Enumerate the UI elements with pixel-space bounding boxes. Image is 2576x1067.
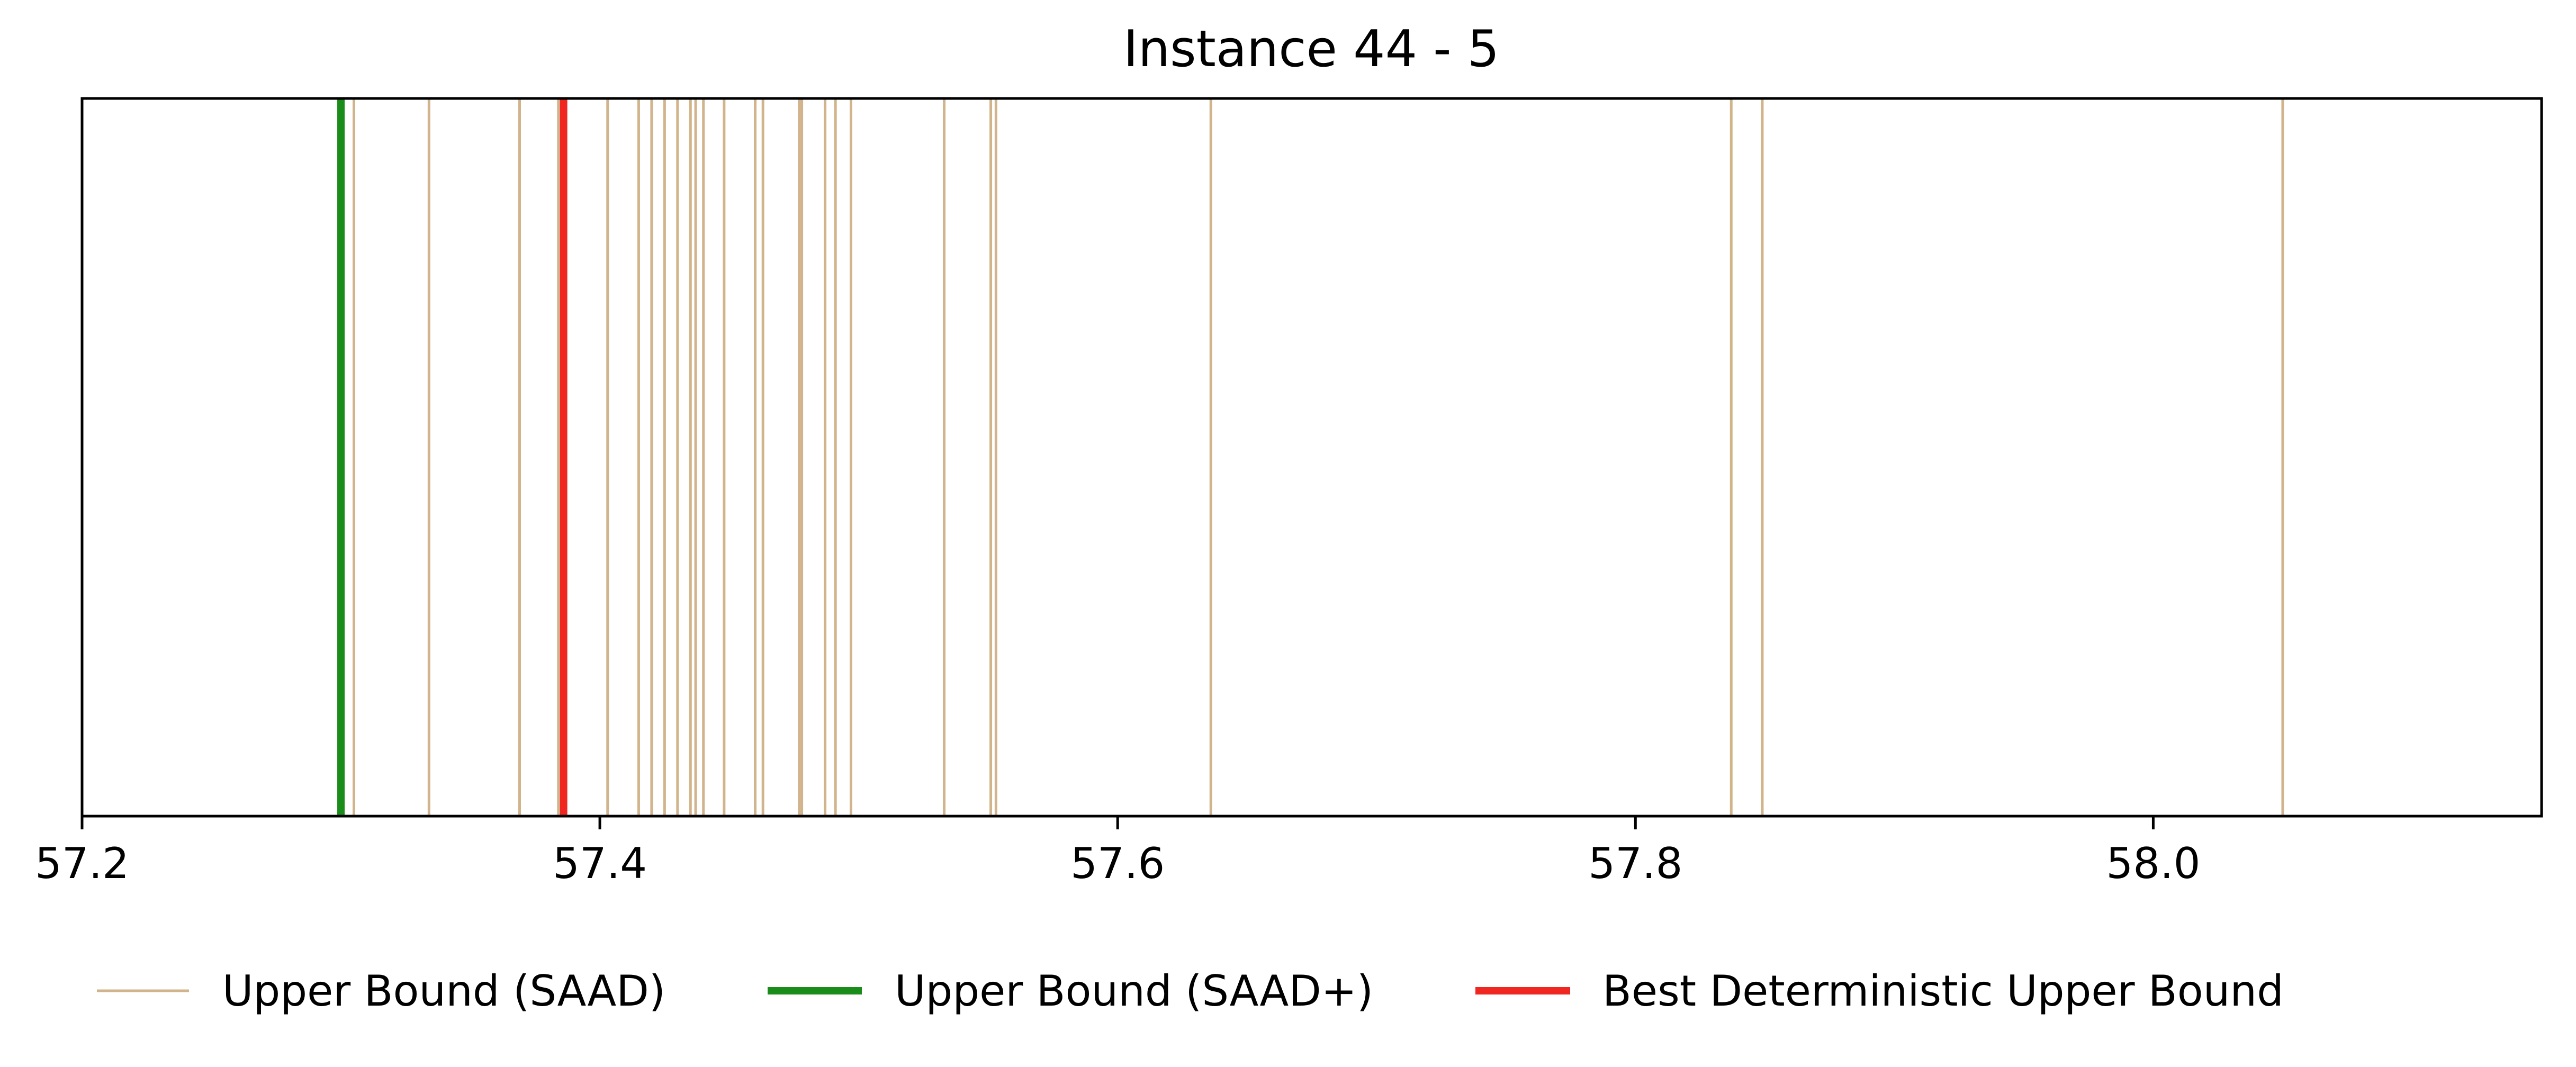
legend-1-label: Upper Bound (SAAD) — [222, 966, 665, 1016]
legend-2-label: Upper Bound (SAAD+) — [895, 966, 1373, 1016]
legend: Upper Bound (SAAD) Upper Bound (SAAD+) Bes… — [97, 966, 2284, 1016]
legend-3-label: Best Deterministic Upper Bound — [1602, 966, 2284, 1016]
x-tick-label: 58.0 — [2106, 839, 2200, 888]
plot-frame — [80, 97, 2543, 818]
plot-area — [337, 98, 2284, 816]
x-tick-label: 57.6 — [1070, 839, 1165, 888]
x-tick-label: 57.2 — [35, 839, 129, 888]
x-tick-label: 57.8 — [1588, 839, 1682, 888]
x-axis: 57.2 57.4 57.6 57.8 58.0 — [35, 816, 2200, 888]
chart-title: Instance 44 - 5 — [1123, 20, 1499, 78]
x-tick-label: 57.4 — [553, 839, 647, 888]
